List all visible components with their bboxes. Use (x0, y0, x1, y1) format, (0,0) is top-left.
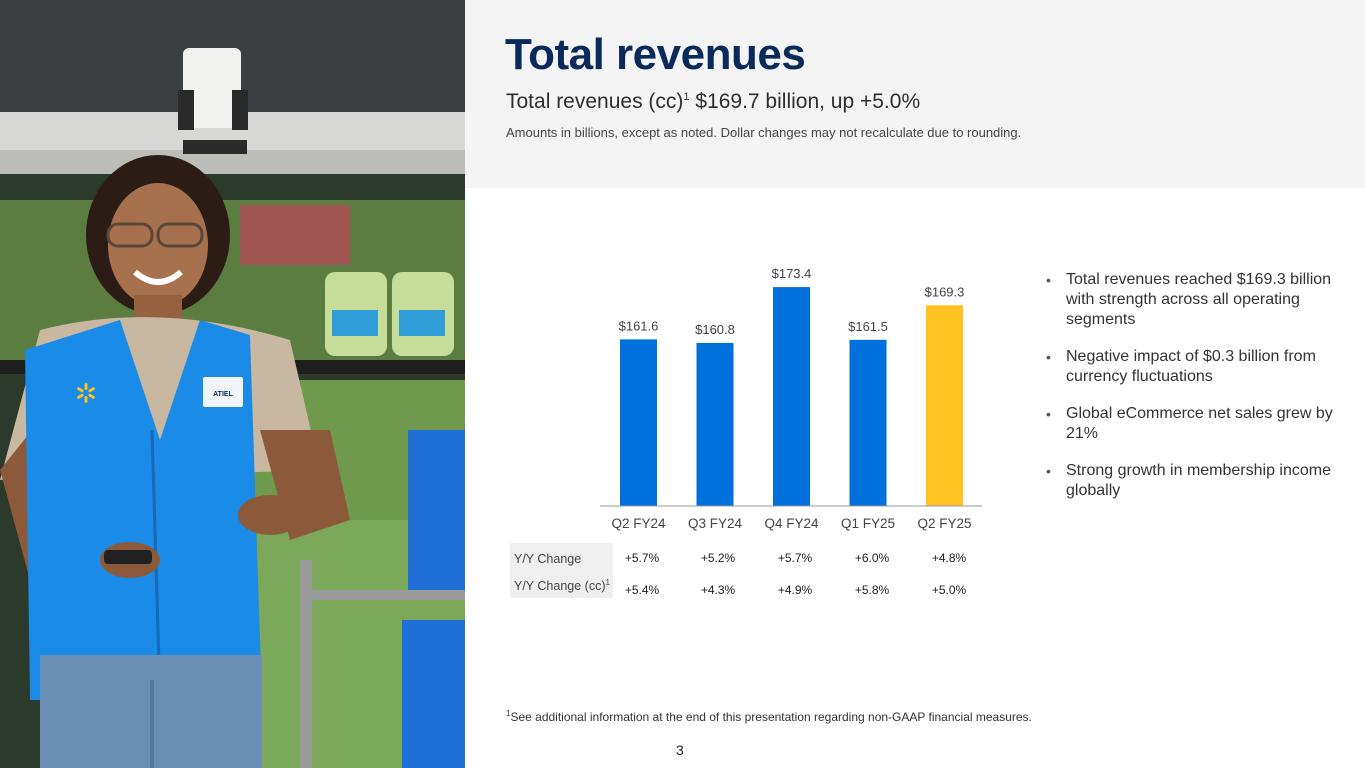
x-tick-label: Q3 FY24 (688, 516, 743, 531)
table-cell: +6.0% (854, 551, 890, 565)
x-tick-label: Q4 FY24 (764, 516, 819, 531)
highlight-item: • Global eCommerce net sales grew by 21% (1046, 404, 1346, 444)
bar (696, 342, 734, 506)
bar-value-label: $160.8 (695, 322, 735, 337)
bar (926, 305, 963, 506)
bar (773, 287, 810, 506)
associate-photo-illustration: ATIEL (0, 0, 465, 768)
table-cell: +5.8% (854, 583, 890, 597)
bullet-icon: • (1046, 463, 1051, 479)
bullet-icon: • (1046, 349, 1051, 365)
amounts-note: Amounts in billions, except as noted. Do… (506, 125, 1022, 140)
page-title: Total revenues (505, 30, 806, 79)
spark-logo-icon (77, 383, 95, 403)
x-tick-label: Q2 FY24 (611, 516, 666, 531)
table-cell: +4.3% (700, 583, 736, 597)
highlight-text: Global eCommerce net sales grew by 21% (1066, 405, 1333, 442)
x-tick-label: Q2 FY25 (917, 516, 971, 531)
bar-value-label: $173.4 (772, 266, 812, 281)
bar (849, 339, 887, 506)
header-band (465, 0, 1365, 188)
table-cell: +5.2% (700, 551, 736, 565)
bar-value-label: $161.5 (848, 319, 888, 334)
highlight-text: Total revenues reached $169.3 billion wi… (1066, 271, 1332, 328)
highlights-list: • Total revenues reached $169.3 billion w… (1046, 270, 1346, 518)
associate-photo: ATIEL (0, 0, 465, 768)
table-cell: +5.7% (777, 551, 813, 565)
footnote-marker: 1 (506, 709, 511, 718)
row-label-text: Y/Y Change (cc) (514, 579, 606, 594)
subtitle-footnote-marker: 1 (683, 91, 690, 103)
highlight-text: Strong growth in membership income globa… (1066, 462, 1332, 499)
bar-value-label: $161.6 (619, 318, 659, 333)
row-label-yy-change: Y/Y Change (510, 543, 613, 571)
subtitle-suffix: $169.7 billion, up +5.0% (689, 90, 921, 113)
bullet-icon: • (1046, 272, 1051, 288)
highlight-item: • Negative impact of $0.3 billion from cu… (1046, 347, 1346, 387)
footnote: 1See additional information at the end o… (506, 709, 1032, 724)
revenue-bar-chart: $161.6 Q2 FY24 $160.8 Q3 FY24 $173.4 Q4 FY24 $… (600, 266, 982, 531)
subtitle-prefix: Total revenues (cc) (506, 90, 684, 113)
highlight-text: Negative impact of $0.3 billion from cur… (1066, 348, 1316, 385)
row-label-yy-change-cc: Y/Y Change (cc)1 (510, 570, 613, 598)
bar-value-label: $169.3 (925, 284, 965, 299)
bar (620, 339, 657, 506)
table-cell: +5.0% (931, 583, 967, 597)
badge-text: ATIEL (213, 391, 233, 398)
x-tick-label: Q1 FY25 (841, 516, 895, 531)
highlight-item: • Strong growth in membership income glob… (1046, 461, 1346, 501)
row-label-sup: 1 (605, 578, 610, 587)
table-cell: +5.4% (624, 583, 660, 597)
table-cell: +4.8% (931, 551, 967, 565)
page-number: 3 (676, 742, 684, 758)
bullet-icon: • (1046, 406, 1051, 422)
table-cell: +4.9% (777, 583, 813, 597)
highlight-item: • Total revenues reached $169.3 billion w… (1046, 270, 1346, 330)
subtitle: Total revenues (cc)1 $169.7 billion, up … (506, 90, 920, 114)
row-label-text: Y/Y Change (514, 552, 582, 567)
footnote-text: See additional information at the end of… (510, 710, 1032, 724)
table-cell: +5.7% (624, 551, 660, 565)
